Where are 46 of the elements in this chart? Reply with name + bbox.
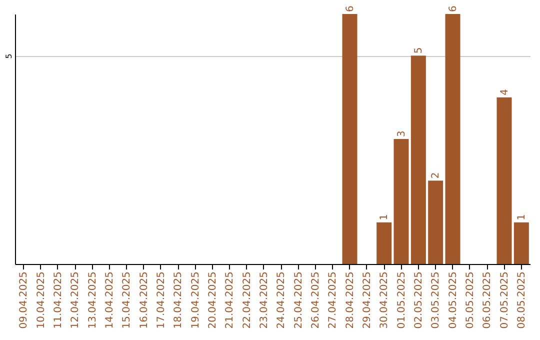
x-tick-label: 08.05.2025 (516, 272, 528, 329)
x-tick-label: 23.04.2025 (258, 272, 270, 329)
x-tick-label: 01.05.2025 (396, 272, 408, 329)
data-label: 5 (413, 47, 424, 54)
x-tick-label: 29.04.2025 (362, 272, 373, 329)
data-label: 6 (448, 6, 459, 12)
bar (445, 14, 460, 264)
bar (496, 97, 512, 264)
x-tick-label: 10.04.2025 (36, 272, 47, 329)
x-tick-label: 12.04.2025 (70, 272, 82, 329)
x-tick-label: 17.04.2025 (156, 272, 167, 329)
x-tick-label: 18.04.2025 (173, 272, 184, 329)
x-tick-label: 04.05.2025 (448, 272, 459, 329)
x-tick-label: 27.04.2025 (328, 272, 339, 329)
bar (342, 14, 358, 264)
x-tick-label: 13.04.2025 (87, 272, 98, 329)
x-tick-label: 19.04.2025 (190, 272, 202, 329)
data-label: 2 (430, 172, 442, 179)
data-label: 4 (499, 88, 510, 96)
bar (394, 139, 409, 264)
x-tick-label: 24.04.2025 (276, 272, 288, 329)
x-tick-label: 02.05.2025 (413, 272, 424, 329)
bar (410, 56, 426, 264)
x-tick-label: 05.05.2025 (464, 272, 476, 329)
x-tick-label: 22.04.2025 (242, 272, 253, 329)
x-tick-label: 11.04.2025 (52, 272, 64, 329)
data-label: 3 (396, 130, 408, 137)
bar (376, 222, 392, 264)
data-label: 1 (516, 214, 528, 220)
bar (428, 180, 444, 264)
x-tick-label: 30.04.2025 (379, 272, 390, 329)
x-tick-label: 07.05.2025 (499, 272, 510, 329)
x-tick-label: 16.04.2025 (138, 272, 150, 329)
x-tick-label: 14.04.2025 (104, 272, 116, 329)
x-tick-label: 25.04.2025 (293, 272, 304, 329)
x-tick-label: 06.05.2025 (482, 272, 494, 329)
x-tick-label: 21.04.2025 (224, 272, 236, 329)
data-label: 1 (379, 214, 390, 220)
x-tick-label: 28.04.2025 (344, 272, 356, 329)
x-tick-label: 03.05.2025 (430, 272, 442, 329)
data-label: 6 (344, 6, 356, 12)
x-tick-label: 15.04.2025 (122, 272, 133, 329)
x-tick-label: 26.04.2025 (310, 272, 322, 329)
bar (514, 222, 529, 264)
x-tick-label: 09.04.2025 (18, 272, 30, 329)
x-tick-label: 20.04.2025 (207, 272, 218, 329)
